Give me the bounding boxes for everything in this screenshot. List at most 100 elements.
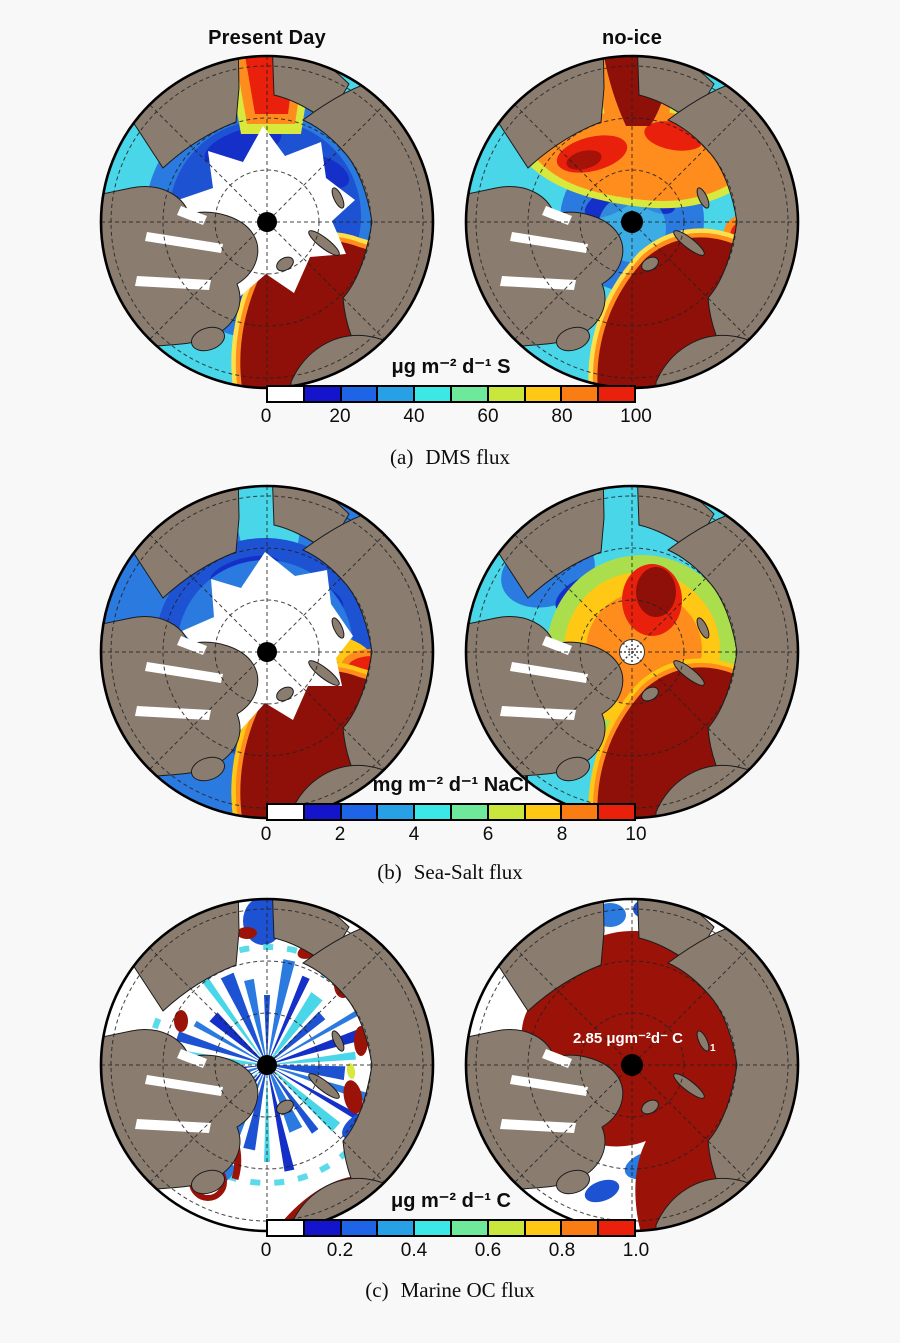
oc-streak [267, 1065, 359, 1120]
colorbar-cell [449, 387, 487, 401]
colorbar-tick: 8 [556, 824, 568, 845]
colorbar-ticks: 0 0.2 0.4 0.6 0.8 1.0 [261, 1240, 650, 1264]
colorbar-cell [523, 805, 561, 819]
oc-streak [267, 1006, 365, 1065]
pole-marker-hatched [619, 639, 645, 665]
pole-dot [257, 642, 277, 662]
colorbar-tick: 10 [625, 824, 647, 845]
caption-b: (b) Sea-Salt flux [0, 860, 900, 885]
colorbar-scale [266, 385, 636, 403]
colorbar-title: μg m⁻² d⁻¹ S [391, 356, 511, 378]
colorbar-cell [339, 805, 377, 819]
map-dms-no-ice [464, 54, 800, 390]
annotation-mean-flux: 2.85 μgm⁻²d⁻ C [573, 1030, 683, 1047]
colorbar-cell [376, 805, 414, 819]
colorbar-cell [413, 387, 450, 401]
colorbar-cell [413, 805, 450, 819]
colorbar-tick: 100 [620, 406, 652, 427]
oc-streak [193, 1020, 267, 1065]
colorbar-tick: 0 [260, 824, 272, 845]
colorbar-tick: 40 [403, 406, 425, 427]
colorbar-cell [449, 805, 487, 819]
oc-streak [209, 1012, 267, 1065]
oc-streak [267, 959, 296, 1065]
colorbar-cell [376, 387, 414, 401]
colorbar-tick: 4 [408, 824, 420, 845]
pole-dot [257, 212, 277, 232]
caption-c: (c) Marine OC flux [0, 1278, 900, 1303]
colorbar-cell [268, 387, 303, 401]
colorbar-cell [302, 387, 340, 401]
oc-streak [267, 1064, 295, 1172]
colorbar-cell [486, 805, 524, 819]
column-title-no-ice: no-ice [601, 27, 663, 49]
colorbar-ticks: 0 20 40 60 80 100 [261, 406, 652, 430]
oc-streak [264, 995, 270, 1065]
colorbar-tick: 2 [334, 824, 346, 845]
map-oc-present-day [99, 897, 435, 1233]
colorbar-cell [449, 1221, 487, 1235]
map-dms-present-day [99, 54, 435, 390]
oc-streak [267, 1051, 356, 1065]
colorbar-cell [302, 805, 340, 819]
oc-streak [199, 974, 267, 1065]
colorbar-tick: 20 [329, 406, 351, 427]
colorbar-tick: 1.0 [622, 1240, 650, 1261]
pole-dot [621, 211, 643, 233]
caption-a: (a) DMS flux [0, 445, 900, 470]
caption-text: DMS flux [425, 445, 510, 469]
oc-streak [176, 1031, 267, 1065]
colorbar-cell [268, 805, 303, 819]
caption-label: (b) [377, 860, 402, 884]
colorbar-cell [560, 805, 598, 819]
colorbar-cell [339, 387, 377, 401]
colorbar-cell [597, 1221, 634, 1235]
oc-streak [267, 992, 323, 1065]
oc-streak [267, 1065, 346, 1081]
colorbar-ticks: 0 2 4 6 8 10 [261, 824, 647, 848]
colorbar-cell [486, 387, 524, 401]
colorbar-cell [413, 1221, 450, 1235]
oc-streak [267, 1065, 303, 1133]
colorbar-tick: 60 [477, 406, 499, 427]
caption-text: Marine OC flux [400, 1278, 535, 1302]
colorbar-cell [560, 1221, 598, 1235]
colorbar-scale [266, 1219, 636, 1237]
annotation-mean-flux-sub: 1 [710, 1043, 716, 1054]
colorbar-tick: 6 [482, 824, 494, 845]
caption-text: Sea-Salt flux [413, 860, 523, 884]
map-oc-no-ice: 2.85 μgm⁻²d⁻ C 1 [464, 897, 800, 1233]
oc-streak [267, 975, 310, 1065]
colorbar-tick: 0 [260, 406, 272, 427]
map-seasalt-no-ice [464, 484, 800, 820]
colorbar-title: mg m⁻² d⁻¹ NaCl [372, 774, 530, 796]
oc-streak [267, 1065, 319, 1134]
colorbar-title: μg m⁻² d⁻¹ C [391, 1190, 511, 1212]
map-seasalt-present-day [99, 484, 435, 820]
oc-streak [267, 1065, 341, 1132]
colorbar-tick: 0.6 [474, 1240, 502, 1261]
oc-streak [264, 1065, 270, 1162]
colorbar-tick: 0 [260, 1240, 272, 1261]
caption-label: (c) [365, 1278, 389, 1302]
colorbar-cell [302, 1221, 340, 1235]
pole-dot [257, 1055, 277, 1075]
colorbar-tick: 0.4 [400, 1240, 428, 1261]
oc-streak [267, 1011, 326, 1065]
colorbar-cell [523, 387, 561, 401]
colorbar-cell [523, 1221, 561, 1235]
column-title-present-day: Present Day [208, 27, 326, 49]
colorbar-cell [560, 387, 598, 401]
caption-label: (a) [390, 445, 414, 469]
colorbar-cell [268, 1221, 303, 1235]
colorbar-cell [597, 387, 634, 401]
oc-streak [244, 978, 267, 1065]
oc-high-flux-region [520, 931, 764, 1231]
colorbar-tick: 80 [551, 406, 573, 427]
colorbar-scale [266, 803, 636, 821]
pole-dot [621, 1054, 643, 1076]
colorbar-cell [376, 1221, 414, 1235]
colorbar-tick: 0.2 [326, 1240, 354, 1261]
colorbar-tick: 0.8 [548, 1240, 576, 1261]
